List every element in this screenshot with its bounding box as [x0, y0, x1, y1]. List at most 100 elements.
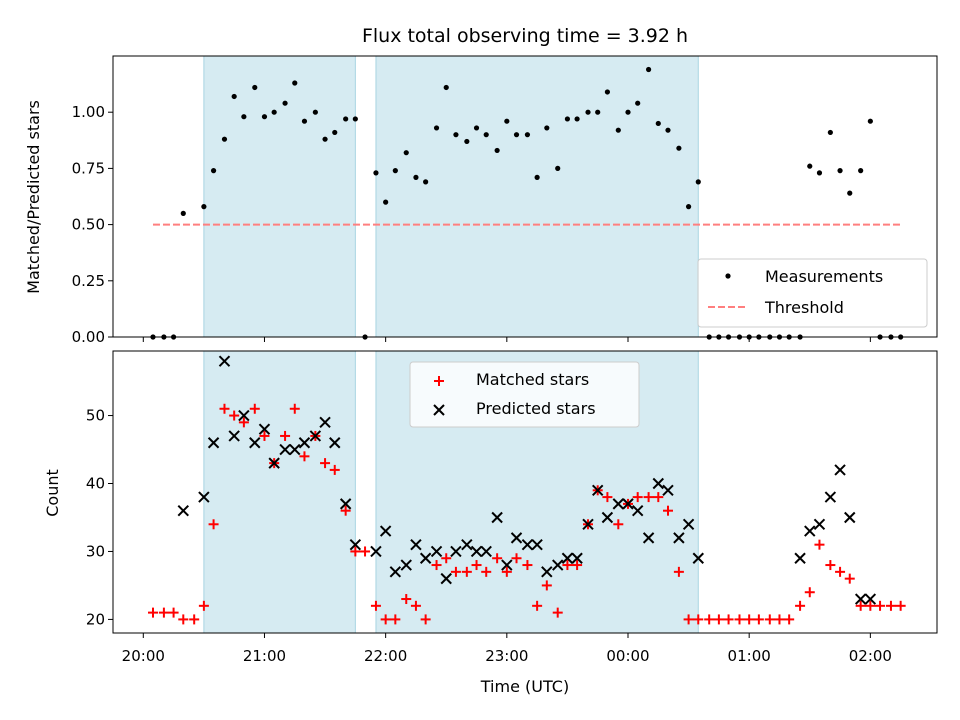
predicted-star-point: [400, 559, 412, 571]
legend-matched-label: Matched stars: [476, 370, 589, 389]
matched-star-point: [370, 600, 381, 611]
matched-star-point: [289, 403, 300, 414]
matched-star-point: [764, 614, 775, 625]
measurement-point: [352, 116, 358, 122]
predicted-star-point: [319, 416, 331, 429]
matched-star-point: [885, 600, 896, 611]
chart-title: Flux total observing time = 3.92 h: [362, 25, 688, 47]
matched-star-point: [683, 614, 694, 625]
measurement-point: [282, 100, 288, 106]
matched-star-point: [360, 546, 371, 557]
measurement-point: [685, 204, 692, 210]
predicted-star-point: [480, 545, 492, 558]
measurement-point: [201, 204, 207, 210]
bottom-x-tick-label: 01:00: [728, 647, 771, 665]
matched-star-point: [895, 600, 906, 611]
matched-star-point: [340, 505, 351, 516]
top-y-tick-label: 0.25: [72, 272, 105, 290]
predicted-star-point: [531, 538, 543, 551]
measurement-point: [443, 84, 449, 91]
measurement-point: [383, 199, 389, 205]
top-y-tick-label: 0.50: [72, 216, 105, 234]
matched-star-point: [441, 553, 452, 564]
predicted-star-point: [491, 511, 503, 524]
top-shaded-interval: [203, 55, 356, 338]
predicted-star-point: [834, 464, 846, 476]
predicted-star-point: [582, 518, 594, 530]
predicted-star-point: [854, 593, 867, 605]
matched-star-point: [532, 600, 543, 611]
predicted-star-point: [379, 525, 392, 537]
measurement-point: [453, 132, 459, 138]
predicted-star-point: [238, 409, 250, 422]
matched-star-point: [704, 614, 715, 625]
bottom-panel: 20 30 40 50 20:00 21:00 22:00 23:00 00:00 01:00 0…: [43, 350, 938, 696]
measurement-point: [695, 179, 701, 185]
measurement-point: [292, 80, 298, 86]
predicted-star-point: [177, 504, 189, 517]
matched-star-point: [431, 560, 442, 571]
matched-star-point: [774, 614, 785, 625]
matched-star-point: [643, 492, 654, 503]
top-legend-box: [697, 258, 928, 328]
measurement-point: [403, 150, 409, 156]
top-y-tick-label: 0.75: [72, 159, 105, 177]
matched-star-point: [723, 614, 734, 625]
predicted-star-point: [461, 538, 473, 551]
predicted-star-point: [207, 437, 220, 449]
matched-star-point: [501, 566, 512, 577]
matched-star-point: [259, 430, 270, 441]
measurement-point: [837, 168, 843, 174]
matched-star-point: [562, 560, 573, 571]
predicted-star-point: [258, 423, 271, 435]
measurement-point: [241, 114, 247, 120]
matched-star-point: [198, 600, 209, 611]
predicted-star-point: [339, 498, 352, 510]
predicted-star-point: [571, 552, 583, 564]
measurement-point: [494, 147, 500, 154]
matched-star-point: [753, 614, 764, 625]
measurement-point: [464, 138, 470, 145]
predicted-star-point: [794, 552, 806, 564]
matched-star-point: [734, 614, 745, 625]
measurement-point: [301, 118, 308, 124]
matched-star-point: [280, 430, 291, 441]
matched-star-point: [835, 566, 846, 577]
measurement-point: [555, 165, 561, 171]
measurement-point: [524, 132, 531, 138]
measurement-point: [221, 136, 228, 142]
measurement-point: [231, 93, 237, 100]
x-axis-label: Time (UTC): [480, 677, 569, 696]
measurement-point: [544, 125, 550, 131]
bottom-y-tick-label: 30: [86, 542, 105, 560]
predicted-star-point: [218, 355, 231, 367]
matched-star-point: [662, 505, 673, 516]
top-axes-frame: [112, 55, 938, 338]
measurement-point: [252, 84, 258, 91]
matched-star-point: [238, 417, 249, 428]
top-measurements-layer: [150, 66, 904, 340]
predicted-star-point: [430, 545, 443, 558]
legend-measurements-marker: [725, 273, 731, 279]
predicted-star-point: [622, 498, 634, 510]
bottom-x-tick-label: 21:00: [243, 647, 286, 665]
matched-star-point: [653, 492, 664, 503]
predicted-star-point: [824, 491, 837, 503]
top-x-ticks: [142, 337, 871, 342]
measurement-point: [312, 109, 318, 115]
bottom-legend: Matched stars Predicted stars: [409, 361, 640, 428]
matched-star-point: [844, 573, 855, 584]
measurement-point: [343, 116, 349, 122]
measurement-point: [271, 109, 277, 115]
predicted-star-point: [370, 545, 382, 558]
bottom-x-tick-label: 20:00: [122, 647, 165, 665]
matched-star-point: [511, 553, 522, 564]
measurement-point: [646, 66, 652, 73]
predicted-star-point: [561, 552, 574, 564]
matched-star-point: [147, 607, 158, 618]
predicted-star-point: [309, 430, 322, 442]
measurement-point: [534, 174, 540, 180]
legend-predicted-label: Predicted stars: [476, 399, 596, 418]
predicted-star-point: [521, 538, 534, 551]
predicted-star-point: [198, 491, 210, 503]
